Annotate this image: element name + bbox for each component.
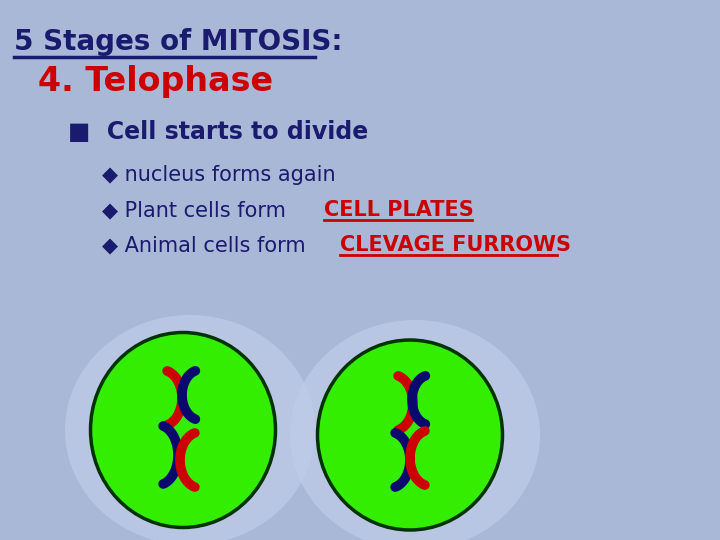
Text: CELL PLATES: CELL PLATES xyxy=(324,200,474,220)
Text: ◆ Plant cells form: ◆ Plant cells form xyxy=(102,200,292,220)
Ellipse shape xyxy=(290,320,540,540)
Ellipse shape xyxy=(65,315,315,540)
Text: ■  Cell starts to divide: ■ Cell starts to divide xyxy=(68,120,368,144)
Ellipse shape xyxy=(91,333,276,528)
Text: ◆ nucleus forms again: ◆ nucleus forms again xyxy=(102,165,336,185)
Text: 5 Stages of MITOSIS:: 5 Stages of MITOSIS: xyxy=(14,28,343,56)
Text: CLEVAGE FURROWS: CLEVAGE FURROWS xyxy=(340,235,571,255)
Text: 4. Telophase: 4. Telophase xyxy=(38,65,273,98)
Text: ◆ Animal cells form: ◆ Animal cells form xyxy=(102,235,312,255)
Ellipse shape xyxy=(318,340,503,530)
